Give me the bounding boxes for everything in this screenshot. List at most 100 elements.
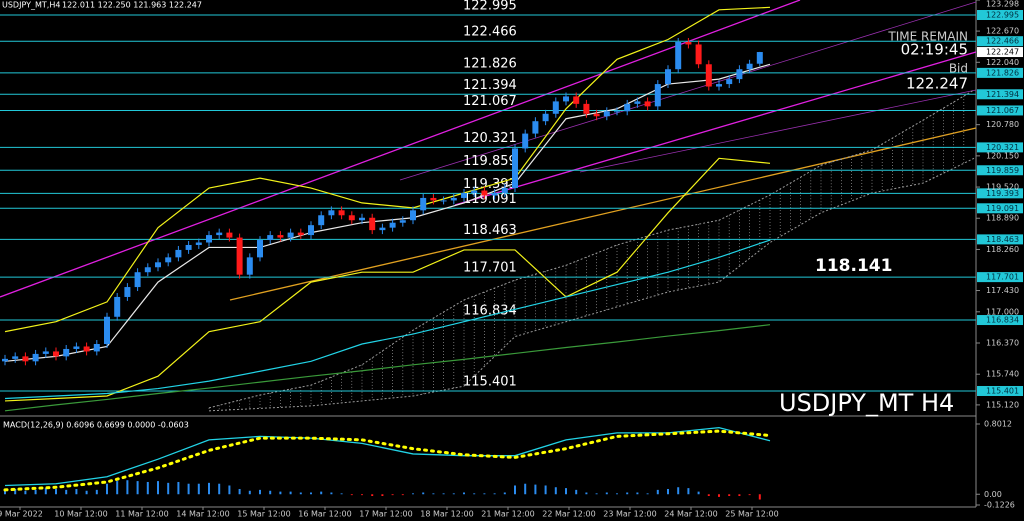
macd-bar [167, 482, 170, 495]
macd-bar [126, 480, 129, 495]
candle-body [195, 242, 202, 245]
level-box [977, 188, 1023, 199]
level-box [977, 142, 1023, 153]
macd-bar [350, 494, 353, 496]
watermark: USDJPY_MT H4 [779, 389, 954, 417]
level-box-label: 119.859 [986, 166, 1019, 175]
macd-bar [595, 493, 598, 495]
macd-bar [575, 489, 578, 495]
candle-body [624, 103, 631, 112]
indicator-line [4, 239, 771, 400]
candle-body [399, 220, 406, 223]
candle-body [522, 133, 529, 149]
trend-line [454, 51, 977, 206]
candle-body [206, 235, 212, 243]
macd-bar [514, 485, 516, 495]
level-box-label: 121.826 [986, 68, 1019, 77]
y-tick-label: 120.150 [986, 151, 1019, 160]
macd-bar [463, 492, 465, 495]
level-label: 122.995 [463, 0, 517, 14]
y-tick-label: 116.370 [986, 339, 1019, 348]
level-box-label: 116.834 [986, 316, 1019, 325]
macd-bar [340, 493, 343, 495]
level-box-label: 115.401 [986, 386, 1019, 395]
macd-bar [687, 488, 690, 495]
candle-body [634, 101, 641, 104]
level-box [977, 234, 1023, 245]
macd-bar [401, 494, 404, 496]
macd-bar [626, 492, 629, 495]
macd-bar [4, 489, 6, 495]
x-tick-label: 9 Mar 2022 [0, 510, 43, 519]
candle-body [308, 225, 314, 236]
level-label: 116.834 [463, 304, 517, 319]
candle-body [165, 257, 172, 263]
indicator-line [4, 324, 771, 412]
level-box [977, 89, 1023, 100]
level-box [977, 36, 1023, 47]
level-box-label: 122.995 [986, 11, 1019, 20]
macd-bar [605, 492, 608, 495]
macd-bar [707, 494, 710, 497]
candle-body [104, 316, 110, 345]
candle-body [267, 235, 274, 241]
cloud-edge [208, 157, 975, 412]
level-label: 119.393 [463, 177, 517, 192]
candle-body [410, 210, 416, 221]
time-remain: 02:19:45 [901, 41, 968, 59]
macd-bar [320, 491, 323, 495]
candle-body [471, 190, 478, 193]
x-tick-label: 11 Mar 12:00 [115, 510, 168, 519]
x-tick-label: 15 Mar 12:00 [237, 510, 290, 519]
x-tick-label: 25 Mar 12:00 [725, 510, 778, 519]
candle-body [328, 210, 335, 216]
level-label: 120.321 [463, 131, 517, 146]
candle-body [563, 96, 569, 102]
candle-body [654, 84, 661, 107]
macd-bar [554, 487, 557, 495]
level-box [977, 10, 1023, 21]
x-tick-label: 23 Mar 12:00 [603, 510, 656, 519]
candle-body [532, 121, 539, 134]
channel-line [579, 89, 977, 173]
bid-box [977, 47, 1023, 58]
candle-body [450, 197, 457, 201]
ohlc-header: 122.011 122.250 121.963 122.247 [62, 1, 202, 10]
macd-bar [248, 490, 251, 495]
y-tick-label: 115.740 [986, 370, 1019, 379]
level-box [977, 272, 1023, 283]
macd-bar [157, 481, 159, 495]
level-box-label: 119.091 [986, 204, 1019, 213]
level-box-label: 121.067 [986, 106, 1019, 115]
level-box [977, 67, 1023, 78]
level-label: 121.067 [463, 94, 517, 109]
macd-bar [24, 490, 27, 495]
bid-label: Bid [949, 62, 968, 76]
macd-bar [279, 491, 282, 495]
candle-body [216, 232, 223, 236]
candle-body [389, 222, 396, 228]
candle-body [726, 79, 733, 85]
macd-bar [667, 488, 669, 495]
level-label: 119.859 [463, 154, 517, 169]
candle-body [73, 346, 80, 349]
x-tick-label: 21 Mar 12:00 [481, 510, 534, 519]
candle-body [685, 41, 692, 45]
candle-body [236, 237, 243, 275]
candle-body [614, 111, 620, 113]
level-label: 119.091 [463, 192, 517, 207]
macd-bar [208, 482, 210, 495]
macd-bar [75, 488, 78, 495]
macd-bar [656, 489, 659, 495]
macd-bar [391, 494, 394, 496]
y-tick-label: 118.890 [986, 214, 1019, 223]
macd-bar [269, 490, 272, 495]
candle-body [716, 84, 722, 87]
candle-body [746, 63, 753, 70]
macd-bar [565, 488, 567, 495]
macd-bar [483, 493, 486, 495]
y-tick-label: 123.298 [986, 0, 1019, 9]
macd-bar [197, 483, 200, 495]
level-label: 115.401 [463, 374, 517, 389]
